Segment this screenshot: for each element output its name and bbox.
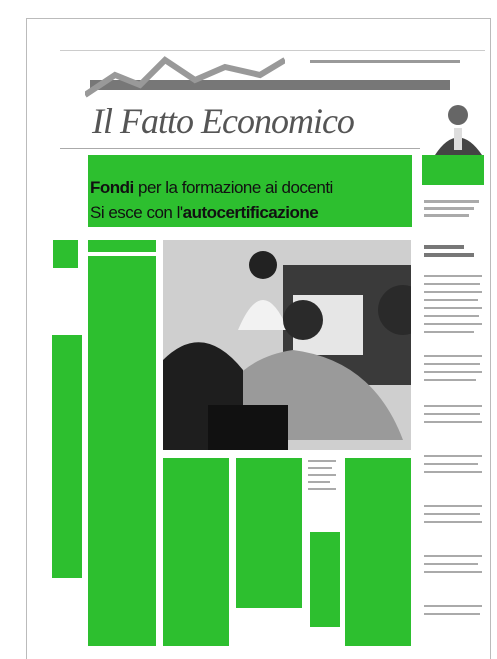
portrait <box>435 105 482 155</box>
masthead-title: Il Fatto Economico <box>92 101 355 141</box>
headline-rest: per la formazione ai docenti <box>133 178 333 197</box>
photo <box>163 240 411 450</box>
section-icon <box>53 240 78 268</box>
sidebar-text <box>424 200 482 615</box>
masthead-band <box>90 80 450 90</box>
column-4 <box>236 458 302 608</box>
rule <box>60 50 485 51</box>
kicker <box>88 240 156 252</box>
headline-line2: Si esce con l'autocertificazione <box>90 203 319 223</box>
rule <box>60 148 420 149</box>
sidebar-box <box>422 155 484 185</box>
column-left <box>52 335 82 578</box>
column-5 <box>310 532 340 627</box>
headline-line1: Fondi per la formazione ai docenti <box>90 178 333 198</box>
column-main <box>88 256 156 646</box>
column-6 <box>345 458 411 646</box>
headline-emphasis: autocertificazione <box>182 203 319 222</box>
headline-line2-text: Si esce con l' <box>90 203 183 222</box>
headline-lead: Fondi <box>90 178 134 197</box>
headline-box <box>88 155 412 227</box>
text-lines <box>308 460 336 490</box>
column-3 <box>163 458 229 646</box>
masthead-graph <box>85 56 285 98</box>
date-line <box>310 60 460 63</box>
